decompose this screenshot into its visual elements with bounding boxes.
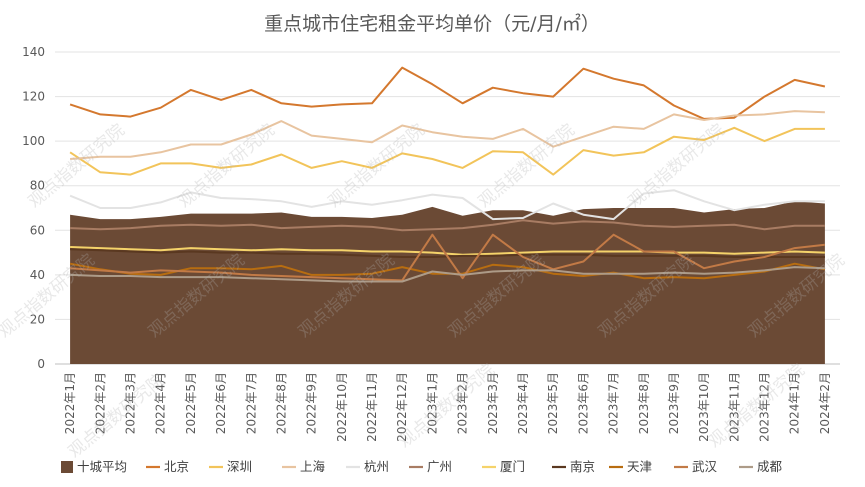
legend-label: 天津: [627, 459, 652, 474]
y-tick-label: 40: [30, 268, 45, 282]
legend-label: 上海: [300, 459, 326, 474]
x-tick-label: 2022年10月: [335, 372, 349, 442]
series-line-6: [70, 246, 825, 256]
legend-swatch: [61, 461, 73, 473]
x-tick-label: 2023年3月: [486, 372, 500, 434]
x-tick-label: 2022年6月: [214, 372, 228, 434]
x-tick-label: 2022年1月: [63, 372, 77, 434]
x-tick-label: 2023年2月: [456, 372, 470, 434]
x-tick-label: 2024年2月: [818, 372, 832, 434]
series-line-5: [70, 219, 825, 232]
legend-label: 杭州: [364, 459, 389, 474]
x-tick-label: 2022年8月: [274, 372, 288, 434]
series-line-2: [69, 126, 825, 176]
watermark-text: 观点指数研究院: [395, 360, 499, 452]
legend-label: 厦门: [500, 459, 525, 474]
x-tick-label: 2023年8月: [637, 372, 651, 434]
y-axis-ticks: 0 20 40 60 80 100 120 140: [22, 45, 45, 371]
x-tick-label: 2023年11月: [727, 372, 741, 442]
chart-title: 重点城市住宅租金平均单价（元/月/㎡）: [264, 12, 600, 35]
legend-label: 成都: [757, 459, 783, 474]
legend-label: 南京: [570, 459, 595, 474]
x-tick-label: 2023年6月: [576, 372, 590, 434]
x-tick-label: 2023年1月: [425, 372, 439, 434]
x-tick-label: 2022年9月: [305, 372, 319, 434]
y-tick-label: 100: [22, 134, 45, 148]
x-tick-label: 2023年4月: [516, 372, 530, 434]
x-tick-label: 2023年12月: [758, 372, 772, 442]
y-tick-label: 0: [37, 357, 45, 371]
series-line-9: [70, 233, 826, 282]
legend: 十城平均 北京 深圳 上海 杭州 广州 厦门 南京 天津 武汉 成都: [61, 459, 783, 474]
x-tick-label: 2022年12月: [395, 372, 409, 442]
x-tick-label: 2023年5月: [546, 372, 560, 434]
x-tick-label: 2022年7月: [244, 372, 258, 434]
x-tick-label: 2022年11月: [365, 372, 379, 442]
x-tick-label: 2022年3月: [123, 372, 137, 434]
series-line-3: [70, 110, 825, 160]
legend-label: 北京: [164, 459, 189, 474]
series-area-0: [70, 201, 825, 364]
legend-label: 深圳: [227, 459, 252, 474]
x-tick-label: 2022年4月: [154, 372, 168, 434]
legend-label: 广州: [427, 459, 452, 474]
y-tick-label: 60: [30, 223, 45, 237]
x-axis-ticks: 2022年1月 2022年2月 2022年3月 2022年4月 2022年5月 2022年…: [63, 372, 832, 442]
legend-label: 十城平均: [77, 459, 127, 474]
x-tick-label: 2023年7月: [607, 372, 621, 434]
series-line-10: [70, 266, 825, 283]
series-lines: [69, 66, 826, 283]
y-tick-label: 20: [30, 312, 45, 326]
x-tick-label: 2023年10月: [697, 372, 711, 442]
x-tick-label: 2023年9月: [667, 372, 681, 434]
y-tick-label: 80: [30, 179, 45, 193]
legend-label: 武汉: [692, 459, 718, 474]
average-area: [70, 201, 825, 364]
x-tick-label: 2022年2月: [93, 372, 107, 434]
series-line-1: [69, 66, 826, 120]
y-tick-label: 140: [22, 45, 45, 59]
x-tick-label: 2024年1月: [788, 372, 802, 434]
x-tick-label: 2022年5月: [184, 372, 198, 434]
watermark-text: 观点指数研究院: [625, 120, 729, 212]
series-line-4: [69, 189, 825, 221]
y-tick-label: 120: [22, 90, 45, 104]
